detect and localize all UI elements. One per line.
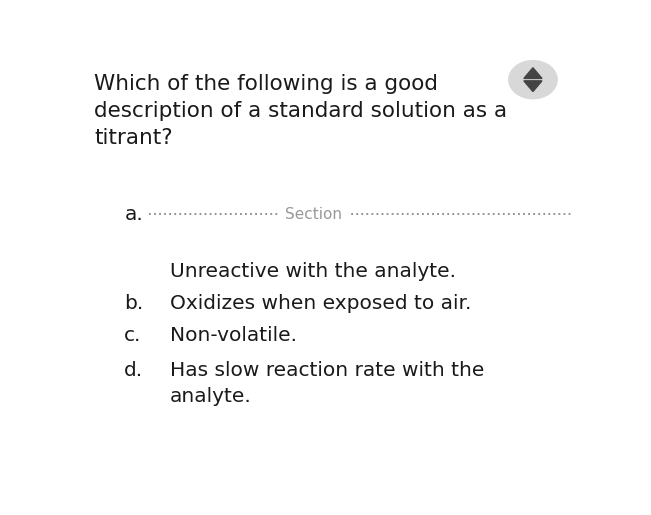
Circle shape [508, 61, 557, 99]
Text: Non-volatile.: Non-volatile. [170, 325, 297, 345]
Text: Which of the following is a good
description of a standard solution as a
titrant: Which of the following is a good descrip… [94, 74, 507, 148]
Text: c.: c. [124, 325, 142, 345]
Text: a.: a. [124, 205, 143, 224]
Text: b.: b. [124, 294, 143, 313]
Text: Unreactive with the analyte.: Unreactive with the analyte. [170, 262, 456, 281]
Polygon shape [524, 81, 542, 92]
Text: Section: Section [285, 207, 342, 222]
Text: Has slow reaction rate with the
analyte.: Has slow reaction rate with the analyte. [170, 361, 484, 406]
Text: Oxidizes when exposed to air.: Oxidizes when exposed to air. [170, 294, 471, 313]
Polygon shape [524, 68, 542, 78]
Text: d.: d. [124, 361, 143, 380]
